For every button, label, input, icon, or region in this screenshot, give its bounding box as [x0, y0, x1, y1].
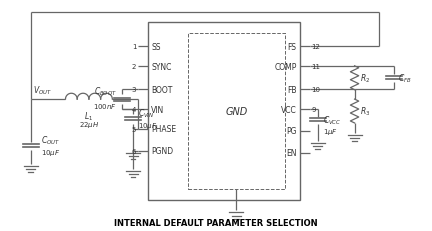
- Text: PHASE: PHASE: [151, 125, 176, 134]
- Text: VIN: VIN: [151, 105, 165, 114]
- Text: SS: SS: [151, 43, 161, 52]
- Text: $C_{VIN}$: $C_{VIN}$: [138, 107, 155, 120]
- Text: INTERNAL DEFAULT PARAMETER SELECTION: INTERNAL DEFAULT PARAMETER SELECTION: [114, 218, 318, 227]
- Text: 2: 2: [132, 64, 136, 70]
- Text: COMP: COMP: [274, 63, 297, 71]
- Text: FS: FS: [288, 43, 297, 52]
- Text: $L_1$: $L_1$: [84, 109, 93, 122]
- Text: $R_3$: $R_3$: [359, 105, 370, 118]
- Text: 4: 4: [132, 106, 136, 112]
- Text: VCC: VCC: [281, 105, 297, 114]
- Text: $C_{OUT}$: $C_{OUT}$: [41, 134, 60, 146]
- Text: $C_{FB}$: $C_{FB}$: [398, 72, 412, 85]
- Text: $C_{VCC}$: $C_{VCC}$: [323, 114, 341, 127]
- Text: $22\mu H$: $22\mu H$: [79, 119, 99, 129]
- Text: 5: 5: [132, 126, 136, 132]
- Text: SYNC: SYNC: [151, 63, 172, 71]
- Bar: [148, 22, 300, 201]
- Text: $10\mu F$: $10\mu F$: [138, 120, 158, 130]
- Text: $V_{OUT}$: $V_{OUT}$: [32, 84, 51, 97]
- Text: 10: 10: [312, 87, 321, 93]
- Text: GND: GND: [226, 106, 248, 116]
- Text: 1: 1: [132, 44, 136, 50]
- Text: 3: 3: [132, 87, 136, 93]
- Text: 9: 9: [312, 106, 316, 112]
- Text: 11: 11: [312, 64, 321, 70]
- Text: PGND: PGND: [151, 147, 173, 156]
- Text: FB: FB: [287, 85, 297, 94]
- Text: $1\mu F$: $1\mu F$: [323, 126, 338, 136]
- Text: $R_2$: $R_2$: [359, 72, 370, 85]
- Text: EN: EN: [286, 149, 297, 158]
- Text: $100nF$: $100nF$: [93, 101, 118, 110]
- Text: 12: 12: [312, 44, 321, 50]
- Text: $10\mu F$: $10\mu F$: [41, 147, 60, 157]
- Bar: [188, 34, 285, 189]
- Text: BOOT: BOOT: [151, 85, 172, 94]
- Text: $C_{BOOT}$: $C_{BOOT}$: [94, 85, 118, 98]
- Text: 6: 6: [132, 148, 136, 154]
- Text: PG: PG: [286, 127, 297, 136]
